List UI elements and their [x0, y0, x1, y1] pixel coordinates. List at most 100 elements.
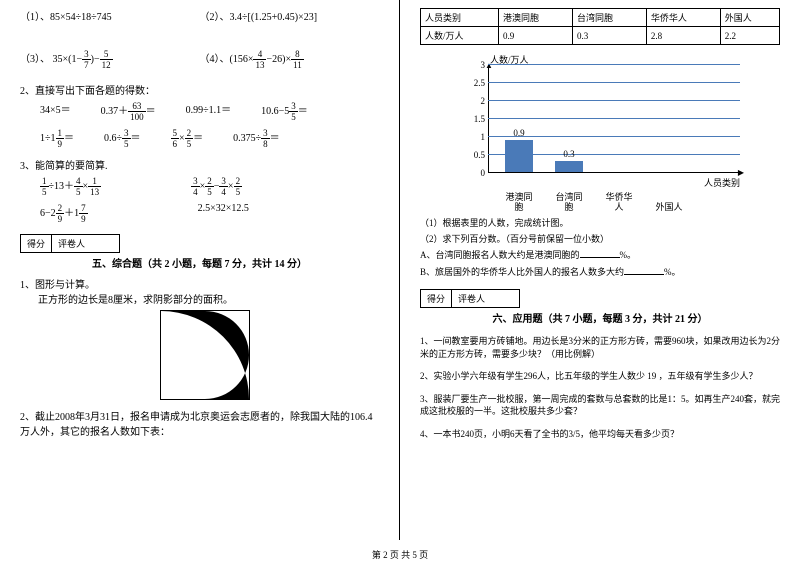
- numerator: 63: [128, 101, 146, 112]
- problem-set-1: （1）、85×54÷18÷745 （2）、3.4÷[(1.25+0.45)×23…: [20, 8, 379, 70]
- expr: 34×5＝: [40, 101, 71, 122]
- chart-bar: 0.3: [555, 161, 583, 172]
- table-cell: 台湾同胞: [572, 9, 646, 27]
- bar-value-label: 0.9: [505, 128, 533, 138]
- text: ＝: [298, 106, 308, 117]
- expr: 56×25＝: [171, 128, 204, 149]
- text: −26)×: [266, 54, 291, 65]
- denominator: 13: [253, 60, 266, 70]
- numerator: 3: [219, 176, 228, 187]
- bar-value-label: 0.3: [555, 149, 583, 159]
- x-axis: [488, 172, 740, 173]
- text: ＝: [193, 133, 203, 144]
- score-box: 得分 评卷人: [420, 289, 520, 308]
- problem-1-1: （1）、85×54÷18÷745: [20, 8, 200, 23]
- section-3-row-1: 15÷13＋45×113 34×25−34×25: [40, 176, 379, 197]
- numerator: 2: [185, 128, 194, 139]
- expr: 34×25−34×25: [191, 176, 242, 197]
- data-table: 人员类别 港澳同胞 台湾同胞 华侨华人 外国人 人数/万人 0.9 0.3 2.…: [420, 8, 780, 45]
- bar-chart: 人数/万人 ▲ ▶ 00.511.522.530.9港澳同胞0.3台湾同胞华侨华…: [450, 53, 750, 213]
- text: %。: [620, 250, 637, 260]
- numerator: 3: [289, 101, 298, 112]
- expr: 0.6÷35＝: [104, 128, 141, 149]
- denominator: 5: [185, 139, 194, 149]
- y-tick-label: 3: [470, 60, 485, 70]
- text: 0.37＋: [101, 106, 129, 117]
- geometry-figure: [160, 310, 250, 400]
- denominator: 4: [219, 187, 228, 197]
- text: ＝: [270, 133, 280, 144]
- y-tick-label: 2: [470, 96, 485, 106]
- table-cell: 2.8: [646, 27, 720, 45]
- expr: 0.99÷1.1＝: [186, 101, 232, 122]
- blank-field[interactable]: [580, 248, 620, 258]
- problem-1-3: （3）、 35×(1−37)−512: [20, 49, 200, 70]
- denominator: 9: [56, 139, 65, 149]
- chart-bar: 0.9: [505, 140, 533, 172]
- table-cell: 0.9: [499, 27, 573, 45]
- table-cell: 人数/万人: [421, 27, 499, 45]
- denominator: 13: [88, 187, 101, 197]
- numerator: 3: [261, 128, 270, 139]
- section-2-title: 2、直接写出下面各题的得数：: [20, 82, 379, 97]
- expr: 1÷119＝: [40, 128, 74, 149]
- numerator: 4: [74, 176, 83, 187]
- numerator: 3: [191, 176, 200, 187]
- question-text: （1）根据表里的人数，完成统计图。: [420, 217, 780, 231]
- x-tick-label: 台湾同胞: [555, 193, 583, 213]
- numerator: 2: [205, 176, 214, 187]
- question-text: A、台湾同胞报名人数大约是港澳同胞的%。: [420, 248, 780, 263]
- text: B、旅居国外的华侨华人比外国人的报名人数多大约: [420, 267, 624, 277]
- y-tick-label: 2.5: [470, 78, 485, 88]
- expr: 0.37＋63100＝: [101, 101, 156, 122]
- numerator: 2: [234, 176, 243, 187]
- text: 1÷1: [40, 133, 56, 144]
- y-tick-label: 1.5: [470, 114, 485, 124]
- denominator: 5: [74, 187, 83, 197]
- section-2-row-1: 34×5＝ 0.37＋63100＝ 0.99÷1.1＝ 10.6−535＝: [40, 101, 379, 122]
- denominator: 5: [122, 139, 131, 149]
- app-question-4: 4、一本书240页，小明6天看了全书的3/5，他平均每天看多少页？: [420, 428, 780, 441]
- denominator: 7: [82, 60, 91, 70]
- denominator: 100: [128, 112, 146, 122]
- grid-line: [488, 100, 740, 101]
- x-tick-label: 外国人: [655, 203, 683, 213]
- expr: 10.6−535＝: [261, 101, 308, 122]
- text: 10.6−5: [261, 106, 289, 117]
- expr: 6−229＋179: [40, 203, 88, 224]
- x-tick-label: 华侨华人: [605, 193, 633, 213]
- left-column: （1）、85×54÷18÷745 （2）、3.4÷[(1.25+0.45)×23…: [0, 0, 400, 540]
- text: 0.6÷: [104, 133, 122, 144]
- table-cell: 外国人: [720, 9, 779, 27]
- chart-questions: （1）根据表里的人数，完成统计图。 （2）求下列百分数。（百分号前保留一位小数）…: [420, 217, 780, 279]
- denominator: 5: [234, 187, 243, 197]
- text: （3）、 35×(1−: [20, 54, 82, 65]
- app-question-3: 3、服装厂要生产一批校服，第一周完成的套数与总套数的比是1：5。如再生产240套…: [420, 393, 780, 418]
- table-cell: 2.2: [720, 27, 779, 45]
- text: ＝: [131, 133, 141, 144]
- table-cell: 华侨华人: [646, 9, 720, 27]
- expr: 0.375÷38＝: [233, 128, 280, 149]
- text: 6−2: [40, 208, 56, 219]
- denominator: 5: [40, 187, 49, 197]
- grid-line: [488, 64, 740, 65]
- score-label: 得分: [421, 290, 452, 307]
- text: 0.375÷: [233, 133, 261, 144]
- numerator: 5: [171, 128, 180, 139]
- text: ＝: [64, 133, 74, 144]
- numerator: 3: [122, 128, 131, 139]
- question-1-sub: 正方形的边长是8厘米，求阴影部分的面积。: [38, 291, 379, 306]
- denominator: 5: [289, 112, 298, 122]
- text: ＋1: [64, 208, 79, 219]
- problem-1-2: （2）、3.4÷[(1.25+0.45)×23]: [200, 8, 380, 23]
- denominator: 9: [79, 214, 88, 224]
- denominator: 12: [100, 60, 113, 70]
- numerator: 1: [88, 176, 101, 187]
- grid-line: [488, 82, 740, 83]
- table-cell: 0.3: [572, 27, 646, 45]
- x-tick-label: 港澳同胞: [505, 193, 533, 213]
- denominator: 6: [171, 139, 180, 149]
- y-tick-label: 1: [470, 132, 485, 142]
- blank-field[interactable]: [624, 265, 664, 275]
- question-text: （2）求下列百分数。（百分号前保留一位小数）: [420, 233, 780, 247]
